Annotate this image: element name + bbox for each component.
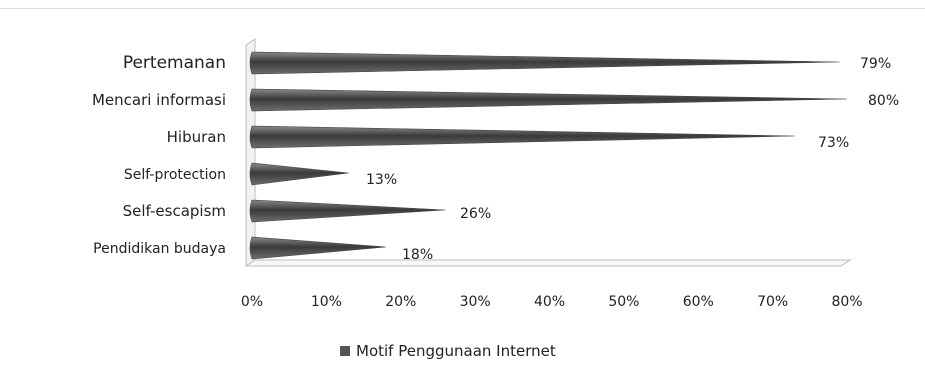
bar — [249, 125, 795, 149]
legend-label: Motif Penggunaan Internet — [356, 342, 556, 360]
bar — [249, 199, 446, 223]
bar — [249, 162, 349, 186]
x-tick-label: 40% — [534, 294, 565, 310]
category-label: Hiburan — [167, 128, 226, 146]
x-tick-label: 70% — [757, 294, 788, 310]
x-tick-label: 0% — [241, 294, 263, 310]
chart-axes — [244, 38, 852, 267]
x-tick-label: 30% — [460, 294, 491, 310]
data-label: 80% — [868, 93, 899, 109]
category-labels: Pertemanan Mencari informasi Hiburan Self-p… — [92, 53, 226, 257]
data-label: 13% — [366, 172, 397, 188]
bars — [249, 51, 848, 260]
category-label: Self-escapism — [123, 202, 226, 220]
x-axis-ticks: 0% 10% 20% 30% 40% 50% 60% 70% 80% — [241, 294, 863, 310]
x-tick-label: 10% — [311, 294, 342, 310]
bar — [249, 88, 848, 112]
top-border — [0, 8, 925, 9]
data-label: 79% — [860, 56, 891, 72]
legend: Motif Penggunaan Internet — [340, 342, 556, 360]
category-label: Pendidikan budaya — [93, 241, 226, 257]
x-tick-label: 80% — [831, 294, 862, 310]
category-label: Mencari informasi — [92, 91, 226, 109]
data-label: 26% — [460, 206, 491, 222]
legend-swatch — [340, 346, 350, 356]
data-label: 18% — [402, 247, 433, 263]
category-label: Self-protection — [124, 167, 226, 183]
x-tick-label: 20% — [385, 294, 416, 310]
bar — [249, 236, 386, 260]
x-tick-label: 50% — [608, 294, 639, 310]
data-labels: 79% 80% 73% 13% 26% 18% — [366, 56, 899, 263]
category-label: Pertemanan — [123, 53, 226, 73]
chart-floor — [244, 259, 852, 267]
bar — [249, 51, 840, 75]
data-label: 73% — [818, 135, 849, 151]
x-tick-label: 60% — [683, 294, 714, 310]
